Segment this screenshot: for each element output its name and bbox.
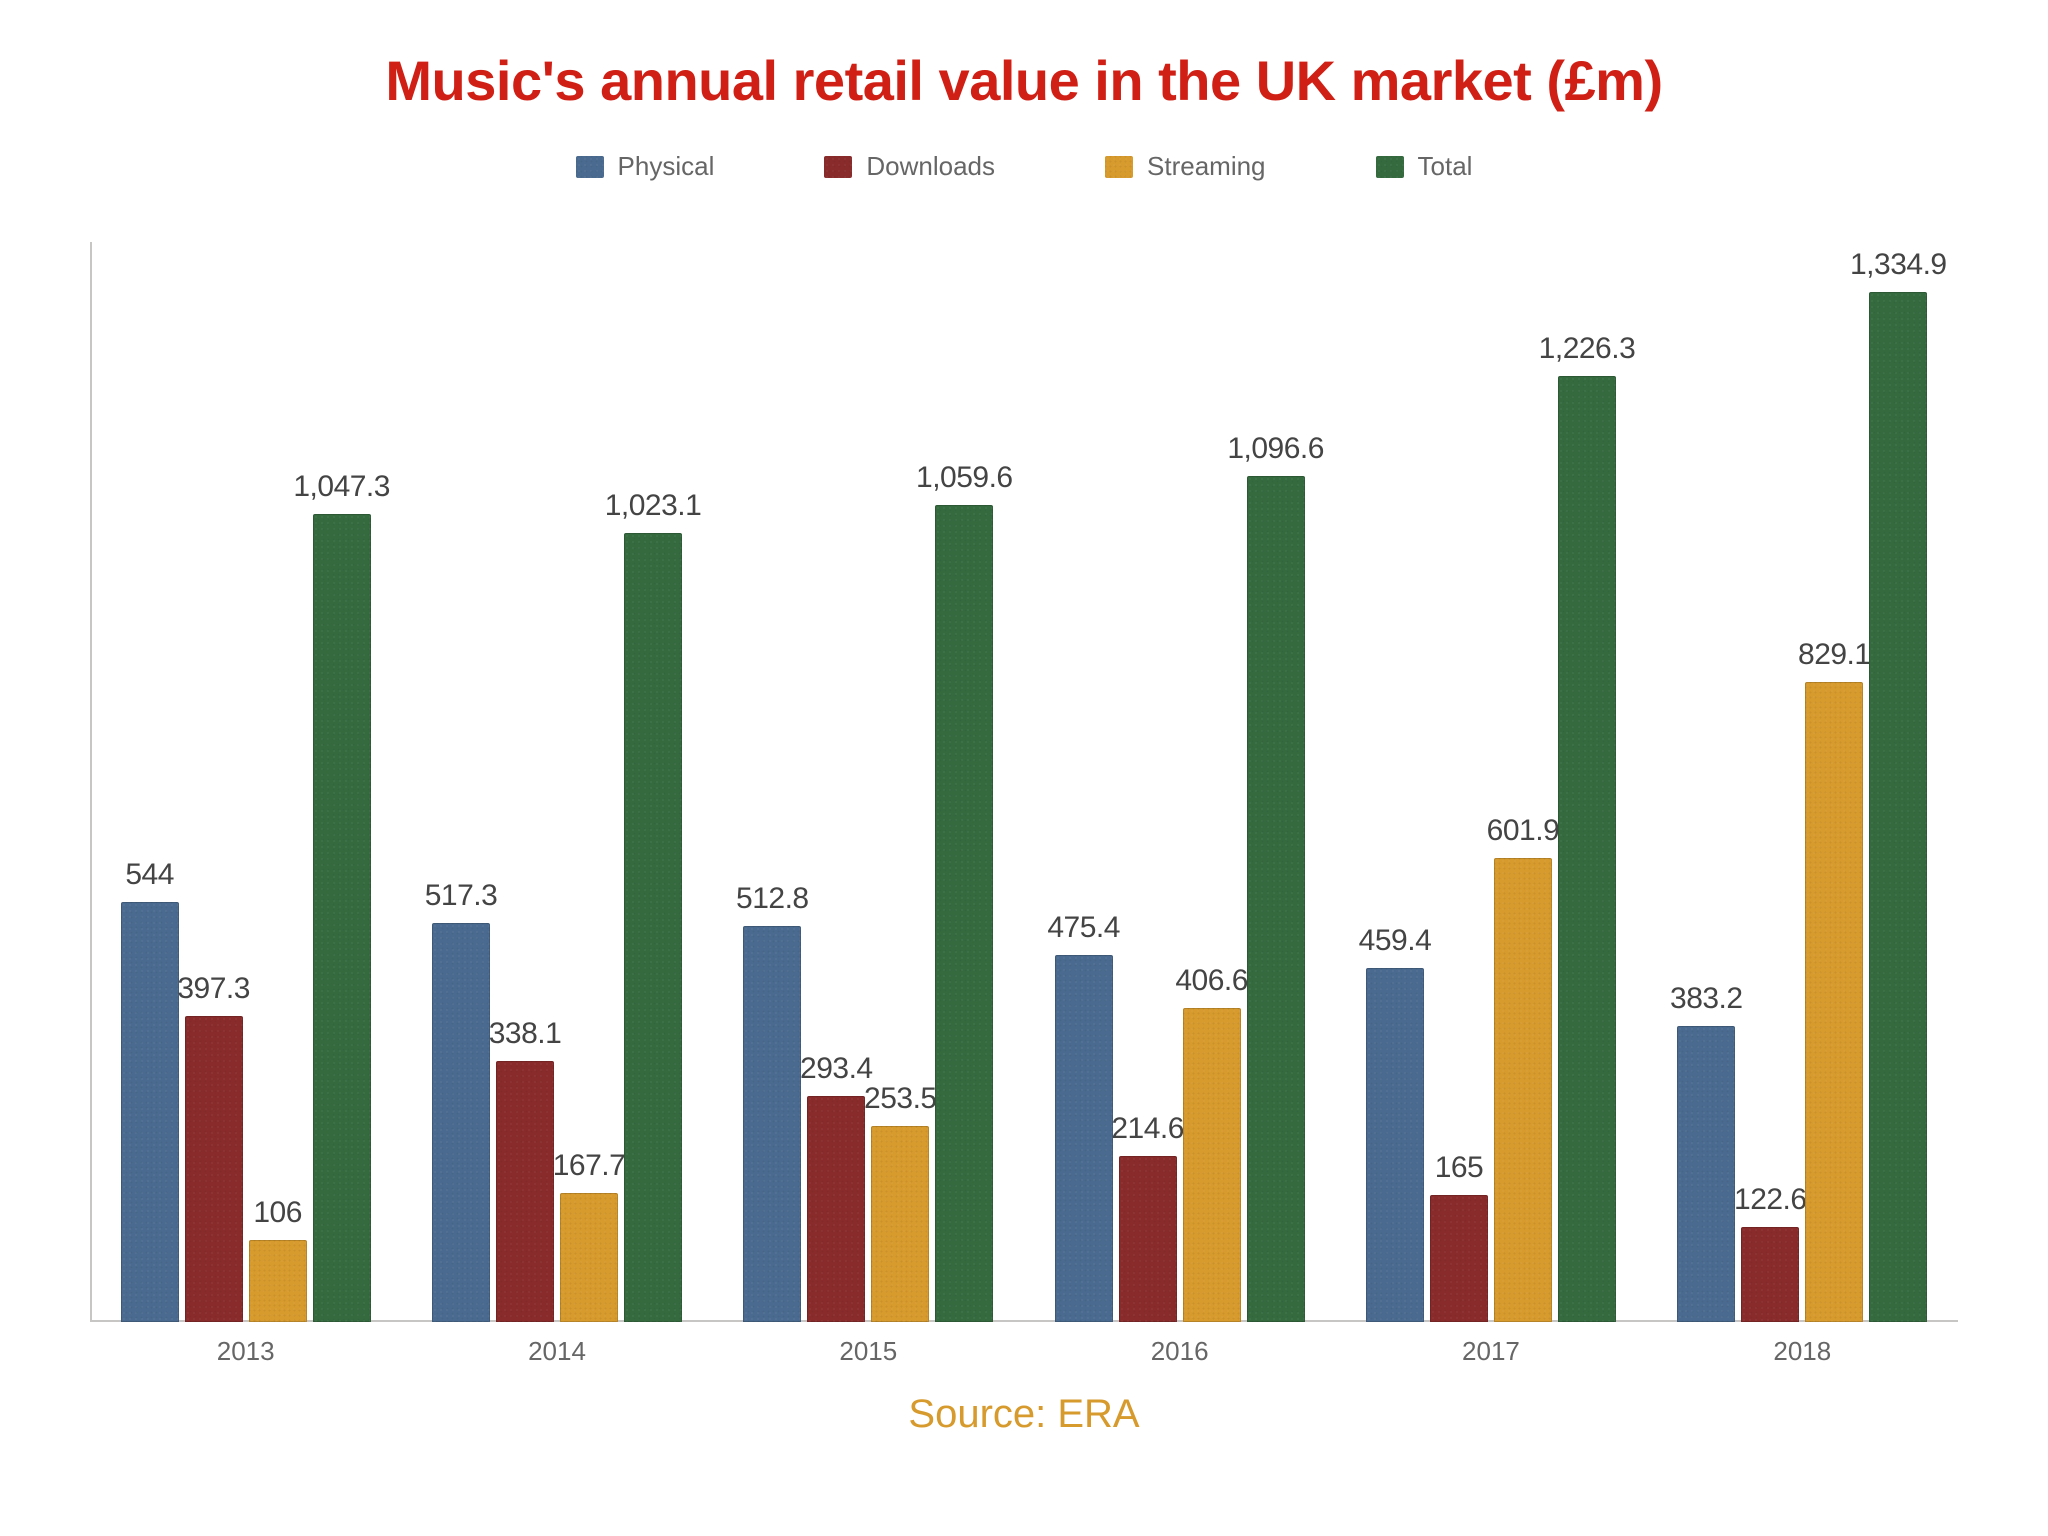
x-axis-label: 2016 [1024,1322,1335,1382]
bar-value-label: 1,334.9 [1850,248,1947,282]
bar-value-label: 397.3 [177,972,250,1006]
plot-area: 544397.31061,047.3517.3338.1167.71,023.1… [90,242,1958,1382]
bar: 1,047.3 [313,514,371,1322]
bar-value-label: 293.4 [800,1052,873,1086]
bar: 1,334.9 [1869,292,1927,1322]
legend: Physical Downloads Streaming Total [90,151,1958,182]
bar-value-label: 601.9 [1487,814,1560,848]
legend-swatch [824,156,852,178]
bar-value-label: 383.2 [1670,982,1743,1016]
bar-value-label: 1,096.6 [1227,432,1324,466]
legend-label: Total [1418,151,1473,182]
bar: 1,059.6 [935,505,993,1322]
bar: 214.6 [1119,1156,1177,1322]
bar: 517.3 [432,923,490,1322]
bar: 459.4 [1366,968,1424,1322]
bar: 1,023.1 [624,533,682,1322]
bar-value-label: 167.7 [553,1149,626,1183]
bar-value-label: 1,059.6 [916,461,1013,495]
bar: 475.4 [1055,955,1113,1322]
legend-swatch [1105,156,1133,178]
bar-value-label: 1,047.3 [293,470,390,504]
chart-container: Music's annual retail value in the UK ma… [0,0,2048,1536]
bar-value-label: 214.6 [1111,1112,1184,1146]
bar: 601.9 [1494,858,1552,1322]
bar-group: 383.2122.6829.11,334.9 [1647,292,1958,1322]
bar: 106 [249,1240,307,1322]
legend-swatch [1376,156,1404,178]
bar-value-label: 253.5 [864,1082,937,1116]
bar-group: 475.4214.6406.61,096.6 [1024,476,1335,1322]
bar-value-label: 1,023.1 [605,489,702,523]
bar-value-label: 544 [125,858,174,892]
x-axis-label: 2018 [1647,1322,1958,1382]
bar: 253.5 [871,1126,929,1322]
legend-item: Physical [576,151,715,182]
bar-value-label: 475.4 [1047,911,1120,945]
bar-groups: 544397.31061,047.3517.3338.1167.71,023.1… [90,242,1958,1322]
bar-value-label: 106 [253,1196,302,1230]
bar: 1,096.6 [1247,476,1305,1322]
legend-label: Physical [618,151,715,182]
bar: 383.2 [1677,1026,1735,1322]
bar-group: 512.8293.4253.51,059.6 [713,505,1024,1322]
bar: 544 [121,902,179,1322]
legend-item: Total [1376,151,1473,182]
bar-value-label: 165 [1435,1151,1484,1185]
bar-value-label: 512.8 [736,882,809,916]
bar-value-label: 122.6 [1734,1183,1807,1217]
chart-title: Music's annual retail value in the UK ma… [90,48,1958,113]
bar-value-label: 406.6 [1175,964,1248,998]
source-text: Source: ERA [90,1392,1958,1437]
bar: 829.1 [1805,682,1863,1322]
x-axis-label: 2013 [90,1322,401,1382]
bar: 512.8 [743,926,801,1322]
legend-label: Downloads [866,151,995,182]
bar-group: 544397.31061,047.3 [90,514,401,1322]
bar-value-label: 517.3 [425,879,498,913]
x-axis-label: 2017 [1335,1322,1646,1382]
legend-swatch [576,156,604,178]
bar: 165 [1430,1195,1488,1322]
x-axis-labels: 201320142015201620172018 [90,1322,1958,1382]
bar: 293.4 [807,1096,865,1322]
bar: 122.6 [1741,1227,1799,1322]
bar: 167.7 [560,1193,618,1322]
bar-value-label: 338.1 [489,1017,562,1051]
legend-item: Streaming [1105,151,1266,182]
bar: 1,226.3 [1558,376,1616,1322]
bar-value-label: 459.4 [1359,924,1432,958]
x-axis-label: 2015 [713,1322,1024,1382]
bar: 406.6 [1183,1008,1241,1322]
legend-item: Downloads [824,151,995,182]
bar-group: 517.3338.1167.71,023.1 [401,533,712,1322]
x-axis-label: 2014 [401,1322,712,1382]
bar-value-label: 1,226.3 [1539,332,1636,366]
bar: 397.3 [185,1016,243,1322]
bar: 338.1 [496,1061,554,1322]
bar-group: 459.4165601.91,226.3 [1335,376,1646,1322]
legend-label: Streaming [1147,151,1266,182]
bar-value-label: 829.1 [1798,638,1871,672]
